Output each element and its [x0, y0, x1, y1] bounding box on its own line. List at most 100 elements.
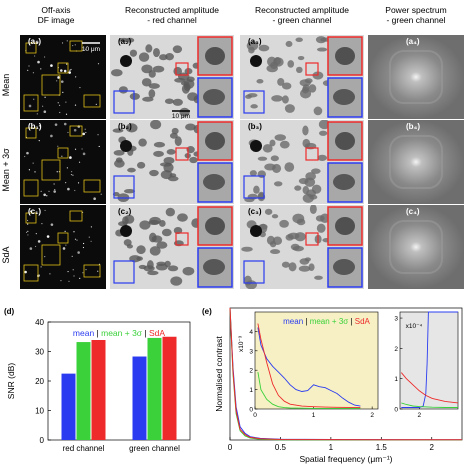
speckle	[66, 167, 68, 169]
cell	[151, 235, 163, 243]
speckle	[44, 256, 46, 258]
speckle	[53, 183, 55, 185]
panel-art	[23, 122, 102, 201]
y-axis-label: Normalised contrast	[214, 336, 224, 412]
header-amp-red-line2: - red channel	[147, 15, 197, 25]
cell	[189, 156, 198, 164]
cell	[143, 265, 155, 272]
speckle	[72, 44, 74, 47]
speckle	[26, 219, 29, 222]
panel-art	[113, 206, 233, 288]
y-tick-label: 20	[35, 377, 44, 386]
speckle	[58, 104, 61, 106]
panel-art	[23, 209, 101, 282]
speckle	[68, 280, 70, 282]
speckle	[74, 189, 76, 192]
image-panel-0-3: (a₄)	[368, 35, 464, 119]
image-panel-2-2: (c₃)	[240, 205, 364, 289]
speckle	[28, 65, 30, 67]
speckle	[24, 155, 26, 158]
panel-label: (b₄)	[406, 122, 421, 131]
y-tick-label: 40	[35, 318, 44, 327]
cell	[184, 83, 191, 92]
cell	[258, 44, 270, 52]
image-panel-1-3: (b₄)	[368, 120, 464, 204]
speckle	[43, 56, 46, 58]
speckle	[78, 161, 81, 163]
y-tick-label: 30	[35, 348, 44, 357]
speckle	[38, 274, 40, 276]
speckle	[43, 110, 47, 113]
header-amp-red-line1: Reconstructed amplitude	[124, 5, 220, 15]
zoom-cell-red	[335, 217, 355, 235]
cell	[247, 193, 258, 200]
inset1-frame	[254, 311, 379, 410]
inset1-series-line	[257, 323, 361, 408]
image-panel-0-2: (a₃)	[240, 35, 364, 119]
speckle	[46, 195, 48, 197]
x-category-label: green channel	[129, 444, 180, 453]
header-df-line2: DF image	[37, 15, 75, 25]
speckle	[57, 145, 59, 147]
speckle	[77, 125, 81, 128]
cell	[138, 138, 147, 147]
panel-art	[112, 120, 233, 203]
speckle	[50, 64, 53, 67]
cell	[264, 208, 273, 215]
speckle	[97, 270, 99, 272]
cell	[159, 54, 168, 61]
speckle	[82, 132, 86, 136]
cell	[174, 136, 182, 147]
header-amp-green: Reconstructed amplitude - green channel	[240, 5, 364, 25]
speckle	[82, 152, 86, 156]
speckle	[79, 277, 81, 279]
cell	[309, 205, 317, 215]
cell	[112, 128, 124, 133]
cell	[288, 262, 297, 272]
inset1-y-label: x10⁻³	[238, 335, 245, 352]
speckle	[88, 236, 90, 238]
cell	[123, 239, 132, 247]
inset1-y-tick-label: 2	[249, 368, 253, 375]
speckle	[57, 102, 59, 104]
roi-blue	[243, 175, 265, 199]
panel-label: (a₄)	[406, 37, 420, 46]
roi-box	[41, 159, 61, 181]
cell	[167, 176, 179, 182]
speckle	[66, 63, 68, 65]
cell	[152, 47, 160, 58]
inset2-x-tick-label: 2	[418, 412, 422, 419]
image-panel-2-1: (c₂)	[110, 205, 234, 289]
cell	[270, 249, 281, 255]
roi-box	[69, 210, 83, 222]
speckle	[34, 171, 36, 173]
header-amp-green-line2: - green channel	[272, 15, 332, 25]
speckle	[43, 193, 46, 197]
panel-label: (b₂)	[118, 122, 132, 131]
zoom-cell-red	[335, 132, 355, 150]
inset1-y-tick-label: 3	[249, 348, 253, 355]
inset2-y-tick-label: 0	[394, 407, 398, 414]
roi-box	[83, 94, 101, 108]
cell	[164, 260, 171, 268]
speckle	[73, 128, 77, 132]
speckle	[67, 131, 69, 134]
cell	[271, 214, 279, 219]
speckle	[69, 69, 71, 71]
cell	[269, 139, 276, 147]
legend-entry: SdA	[149, 328, 165, 338]
zoom-cell-blue	[333, 89, 355, 105]
speckle	[62, 91, 64, 94]
cell	[294, 185, 302, 191]
cell	[269, 240, 277, 248]
series-line	[229, 307, 462, 441]
panel-label: (a₃)	[248, 37, 262, 46]
roi-blue	[113, 260, 135, 284]
speckle	[40, 266, 42, 268]
power-spectrum	[368, 120, 464, 204]
cell	[138, 52, 150, 62]
legend-sep: |	[303, 317, 310, 326]
speckle	[32, 162, 34, 164]
speckle	[56, 80, 58, 82]
roi-red	[305, 62, 319, 76]
